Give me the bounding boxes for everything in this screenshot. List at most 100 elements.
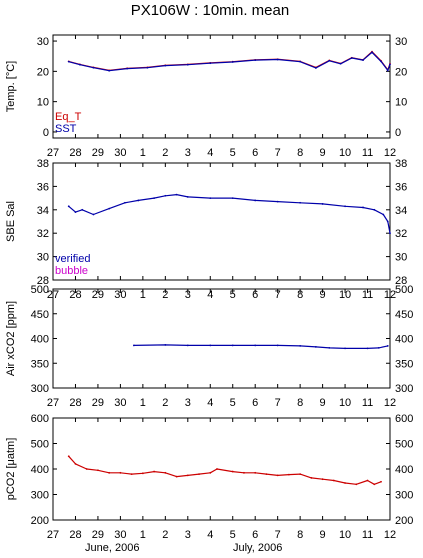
y-tick-label-left: 30: [37, 252, 49, 264]
x-tick-label: 2: [162, 289, 168, 301]
y-tick-label-right: 38: [395, 158, 407, 170]
x-tick-label: 5: [230, 529, 236, 541]
y-tick-label-left: 300: [31, 490, 49, 502]
data-point: [350, 57, 353, 59]
series-line-data: [133, 344, 388, 349]
data-point: [81, 208, 84, 211]
data-point: [231, 470, 234, 473]
data-point: [231, 61, 234, 63]
x-tick-label: 3: [185, 529, 191, 541]
legend-entry: verified: [55, 253, 90, 265]
y-tick-label-left: 36: [37, 181, 49, 193]
x-tick-label: 30: [114, 529, 126, 541]
y-tick-label-left: 500: [31, 439, 49, 451]
x-tick-label: 1: [140, 397, 146, 409]
data-point: [276, 200, 279, 203]
data-point: [209, 62, 212, 65]
data-point: [344, 482, 346, 484]
chart-title: PX106W : 10min. mean: [131, 2, 289, 19]
x-tick-label: 11: [362, 289, 373, 301]
y-tick-label-right: 600: [395, 413, 413, 425]
y-tick-label-right: 32: [395, 228, 407, 240]
y-tick-label-left: 500: [31, 284, 49, 296]
y-tick-label-left: 400: [31, 464, 49, 476]
x-tick-label: 30: [114, 147, 126, 159]
x-tick-label: 28: [69, 289, 81, 301]
data-point: [314, 67, 317, 69]
data-point: [231, 344, 234, 347]
data-point: [339, 62, 342, 65]
x-tick-label: 7: [275, 397, 281, 409]
data-point: [328, 59, 331, 62]
x-tick-label: 27: [47, 147, 59, 159]
legend-entry: SST: [55, 123, 77, 135]
y-tick-label-left: 200: [31, 515, 49, 527]
x-tick-label: 5: [230, 289, 236, 301]
data-point: [299, 345, 302, 347]
x-tick-label: 8: [297, 147, 303, 159]
data-point: [355, 483, 358, 486]
y-tick-label-left: 10: [37, 97, 49, 109]
data-point: [276, 474, 279, 477]
month-label-june: June, 2006: [85, 542, 139, 554]
x-tick-label: 10: [339, 397, 351, 409]
data-point: [153, 470, 156, 473]
y-tick-label-right: 400: [395, 334, 413, 346]
data-point: [254, 199, 257, 202]
x-tick-label: 3: [185, 289, 191, 301]
data-point: [164, 64, 167, 67]
month-label-july: July, 2006: [233, 542, 282, 554]
y-tick-label-right: 10: [395, 97, 407, 109]
data-point: [328, 347, 331, 349]
y-tick-label-right: 34: [395, 205, 407, 217]
y-axis-label: Temp. [°C]: [5, 61, 17, 112]
y-tick-label-right: 36: [395, 181, 407, 193]
series-line-eq-t: [68, 51, 391, 72]
data-point: [366, 479, 369, 482]
plot-frame: [52, 417, 391, 521]
data-point: [209, 344, 212, 347]
legend-entry: bubble: [55, 265, 88, 277]
x-tick-label: 27: [47, 529, 59, 541]
plot-frame: [52, 162, 391, 281]
series-line-data: [68, 455, 382, 485]
data-point: [216, 468, 218, 470]
y-tick-label-left: 600: [31, 413, 49, 425]
y-tick-label-left: 28: [37, 275, 49, 287]
x-tick-label: 30: [114, 397, 126, 409]
data-point: [321, 478, 324, 481]
x-tick-label: 6: [252, 397, 258, 409]
data-point: [366, 347, 369, 350]
data-point: [137, 199, 140, 202]
data-point: [373, 483, 376, 486]
data-point: [67, 60, 70, 63]
data-point: [186, 474, 189, 477]
y-tick-label-right: 500: [395, 284, 413, 296]
y-axis-label: SBE Sal: [5, 201, 17, 242]
data-point: [108, 471, 111, 474]
data-point: [209, 471, 212, 474]
y-tick-label-left: 34: [37, 205, 49, 217]
x-tick-label: 1: [140, 147, 146, 159]
x-tick-label: 11: [362, 529, 373, 541]
data-point: [254, 59, 257, 62]
x-tick-label: 4: [207, 289, 213, 301]
y-tick-label-right: 0: [395, 127, 401, 139]
data-point: [299, 473, 302, 475]
data-point: [254, 344, 257, 347]
y-tick-label-left: 350: [31, 358, 49, 370]
x-tick-label: 29: [92, 397, 104, 409]
x-tick-label: 12: [384, 147, 396, 159]
data-point: [175, 475, 178, 478]
y-tick-label-left: 20: [37, 66, 49, 78]
x-tick-label: 30: [114, 289, 126, 301]
y-tick-label-left: 400: [31, 334, 49, 346]
x-tick-label: 9: [320, 147, 326, 159]
data-point: [382, 213, 385, 216]
data-point: [344, 347, 346, 350]
legend-entry: Eq_T: [55, 111, 82, 123]
y-tick-label-right: 300: [395, 490, 413, 502]
